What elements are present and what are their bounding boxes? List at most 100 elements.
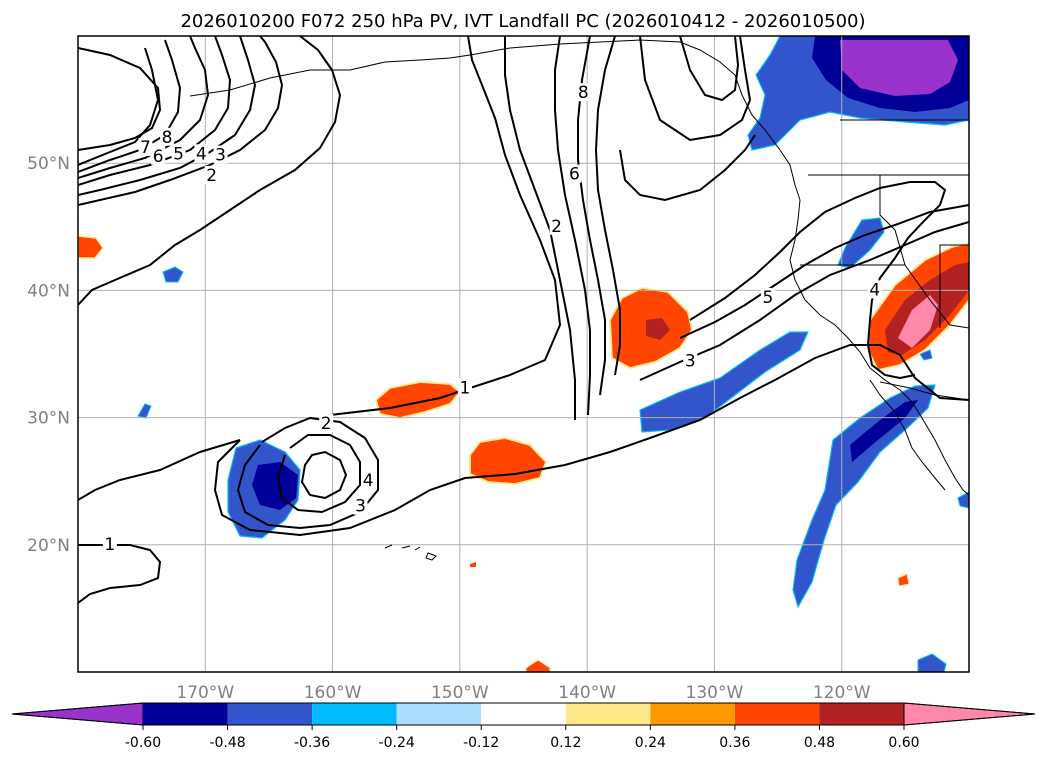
longitude-tick-labels: 170°W 160°W 150°W 140°W 130°W 120°W bbox=[176, 683, 870, 703]
contour-7-west bbox=[78, 47, 160, 166]
contour-label-bg bbox=[549, 216, 564, 235]
contour-label-bg bbox=[576, 83, 591, 102]
colorbar-segment bbox=[396, 703, 482, 725]
lon-tick-label: 130°W bbox=[686, 683, 744, 703]
lon-tick-label: 120°W bbox=[813, 683, 871, 703]
coast-alaska bbox=[189, 39, 801, 201]
colorbar-segment bbox=[819, 703, 904, 725]
contour-3-west bbox=[78, 36, 257, 196]
lat-tick-label: 20°N bbox=[27, 536, 70, 556]
map-frame bbox=[77, 35, 970, 673]
contour-label-bg bbox=[683, 351, 698, 370]
shade-positive-speck-1 bbox=[897, 573, 910, 587]
lon-tick-label: 150°W bbox=[431, 683, 489, 703]
contour-label: 4 bbox=[196, 144, 207, 164]
colorbar-tick-label: 0.60 bbox=[888, 735, 919, 751]
lon-tick-label: 160°W bbox=[304, 683, 362, 703]
contour-label: 1 bbox=[460, 378, 471, 398]
colorbar-segment bbox=[312, 703, 397, 725]
contour-label-bg bbox=[867, 280, 882, 299]
border-states-4 bbox=[939, 244, 969, 328]
coastlines bbox=[189, 39, 969, 561]
contour-1-west bbox=[78, 36, 342, 306]
contour-label-bg bbox=[171, 144, 186, 163]
contour-label: 2 bbox=[551, 217, 562, 237]
colorbar-extend-max bbox=[903, 702, 1036, 726]
contour-label-bg bbox=[457, 378, 472, 397]
contour-label: 2 bbox=[321, 414, 332, 434]
map-background bbox=[78, 36, 969, 672]
contour-label-bg bbox=[194, 144, 209, 163]
contour-label: 1 bbox=[104, 535, 115, 555]
colorbar-segment bbox=[650, 703, 735, 725]
contour-label-bg bbox=[353, 496, 368, 515]
contour-label: 8 bbox=[162, 128, 173, 148]
colorbar-tick-label: 0.48 bbox=[804, 735, 835, 751]
contour-label: 4 bbox=[363, 471, 374, 491]
shade-positive-speck-3 bbox=[470, 562, 476, 567]
contour-label: 6 bbox=[153, 147, 164, 167]
contour-6-ridge bbox=[619, 134, 756, 202]
contour-3-south bbox=[639, 221, 969, 381]
coast-westcoast-us bbox=[789, 199, 969, 496]
shade-strong-positive-offshore bbox=[646, 318, 670, 340]
colorbar-tick-label: 0.36 bbox=[719, 735, 750, 751]
contour-8-west bbox=[78, 47, 162, 151]
colorbar-tick-label: -0.60 bbox=[125, 735, 161, 751]
contour-5-south bbox=[689, 181, 947, 380]
plot-title: 2026010200 F072 250 hPa PV, IVT Landfall… bbox=[180, 11, 865, 32]
contour-label-bg bbox=[760, 288, 775, 307]
contour-3-low bbox=[276, 434, 361, 514]
colorbar-segment bbox=[734, 703, 820, 725]
contour-1-south bbox=[213, 344, 969, 537]
contour-label-bg bbox=[102, 534, 117, 553]
shade-strong-negative-southeast bbox=[850, 400, 918, 462]
colorbar-tick-label: -0.24 bbox=[379, 735, 415, 751]
colorbar-segment bbox=[481, 703, 566, 725]
lat-tick-label: 40°N bbox=[27, 281, 70, 301]
colorbar-tick-label: 0.12 bbox=[550, 735, 581, 751]
contour-label: 8 bbox=[578, 83, 589, 103]
shade-negative-inland bbox=[837, 217, 885, 269]
colorbar-segment bbox=[565, 703, 651, 725]
colorbar-extend-min bbox=[11, 702, 144, 726]
contour-6-west bbox=[78, 39, 182, 173]
contour-2-west bbox=[78, 36, 284, 206]
latitude-tick-labels: 50°N 40°N 30°N 20°N bbox=[27, 154, 70, 556]
contour-2-ridge bbox=[504, 36, 576, 420]
contour-label: 3 bbox=[355, 497, 366, 517]
contour-label: 4 bbox=[869, 280, 880, 300]
contour-7-trough bbox=[639, 36, 752, 142]
colorbar: -0.60 -0.48 -0.36 -0.24 -0.12 0.12 0.24 0.36 0.4… bbox=[11, 702, 1036, 751]
colorbar-tick-label: -0.36 bbox=[294, 735, 330, 751]
contour-label: 7 bbox=[140, 138, 151, 158]
lat-tick-label: 30°N bbox=[27, 409, 70, 429]
contour-label-bg bbox=[160, 127, 175, 146]
contour-4-west bbox=[78, 36, 232, 186]
contour-4-low bbox=[300, 450, 348, 500]
lon-tick-label: 140°W bbox=[558, 683, 616, 703]
contour-label: 3 bbox=[685, 352, 696, 372]
contour-label-bg bbox=[151, 146, 166, 165]
contour-5-west bbox=[78, 36, 210, 179]
contour-label: 5 bbox=[762, 288, 773, 308]
contour-label-bg bbox=[319, 413, 334, 432]
contour-1-ridge bbox=[78, 36, 562, 501]
shade-extreme-positive-landfall bbox=[898, 295, 938, 348]
contour-label-bg bbox=[213, 145, 228, 164]
colorbar-segment bbox=[227, 703, 313, 725]
colorbar-tick-label: -0.48 bbox=[209, 735, 245, 751]
contour-5-ridge bbox=[594, 36, 621, 376]
shade-positive-edge-west bbox=[78, 235, 104, 259]
shade-extreme-negative-northeast bbox=[840, 40, 958, 96]
shade-speck-3 bbox=[917, 653, 947, 672]
contour-label: 3 bbox=[215, 146, 226, 166]
shade-speck-1 bbox=[162, 266, 184, 283]
shade-speck-5 bbox=[919, 349, 933, 361]
islands-hawaii bbox=[384, 544, 437, 561]
shade-positive-central-1 bbox=[374, 381, 462, 419]
lon-tick-label: 170°W bbox=[176, 683, 234, 703]
